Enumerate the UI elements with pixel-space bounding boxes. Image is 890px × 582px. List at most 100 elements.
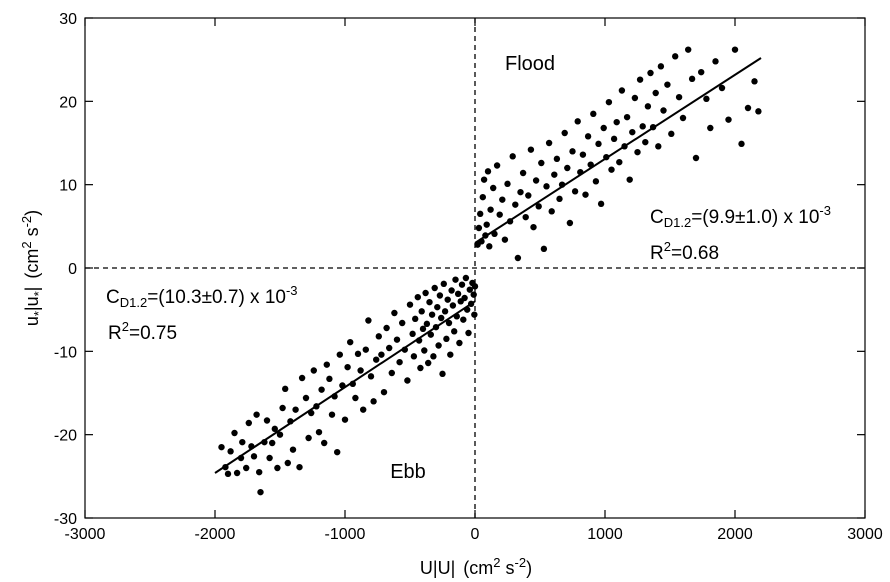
data-point — [423, 320, 431, 328]
data-point — [334, 448, 341, 456]
tick-labels: -3000 -2000 -1000 0 1000 2000 3000 -30 -20 -10 0 10… — [54, 11, 883, 543]
x-tick-label: -1000 — [325, 526, 366, 543]
data-point — [436, 292, 444, 299]
data-point — [477, 210, 484, 218]
data-point — [514, 254, 522, 262]
data-point — [362, 346, 369, 353]
data-point — [425, 359, 432, 367]
data-point — [271, 425, 278, 433]
data-point — [292, 406, 299, 413]
flood-fit-line — [474, 57, 762, 244]
data-point — [647, 69, 654, 77]
data-point — [451, 328, 458, 335]
data-point — [227, 448, 234, 455]
data-point — [618, 87, 626, 94]
data-point — [454, 290, 462, 298]
data-point — [642, 138, 649, 146]
data-point — [571, 188, 579, 195]
data-point — [738, 140, 745, 148]
data-point — [610, 135, 618, 143]
data-point — [250, 453, 258, 460]
data-point — [532, 177, 540, 184]
data-point — [465, 329, 472, 337]
data-point — [396, 358, 403, 366]
data-point — [431, 284, 438, 292]
x-tick-label: -2000 — [195, 526, 236, 543]
data-point — [470, 291, 477, 298]
data-point — [257, 488, 264, 496]
data-point — [692, 154, 700, 162]
data-point — [296, 463, 303, 471]
data-point — [486, 243, 493, 250]
data-point — [512, 201, 519, 208]
data-point — [483, 221, 490, 228]
data-point — [243, 464, 250, 472]
data-point — [564, 164, 571, 172]
data-point — [629, 128, 636, 136]
data-point — [447, 351, 454, 358]
data-point — [509, 153, 516, 160]
data-marks — [85, 18, 865, 518]
data-point — [616, 158, 623, 166]
data-point — [592, 178, 600, 185]
data-point — [608, 166, 615, 173]
data-point — [718, 84, 726, 92]
data-point — [731, 46, 739, 53]
data-point — [354, 350, 362, 358]
data-point — [685, 46, 692, 53]
data-point — [657, 63, 665, 70]
data-point — [239, 438, 246, 446]
data-point — [253, 411, 260, 418]
data-point — [383, 324, 390, 332]
data-point — [636, 76, 644, 83]
data-point — [668, 130, 675, 138]
data-point — [475, 224, 483, 232]
data-point — [530, 223, 537, 231]
data-point — [461, 294, 468, 302]
data-point — [344, 363, 351, 371]
data-point — [466, 286, 473, 293]
data-point — [412, 315, 419, 323]
flood-fit-coefficient: CD1.2=(9.9±1.0) x 10-3 — [650, 203, 831, 230]
data-point — [652, 89, 659, 97]
data-point — [347, 338, 354, 346]
data-point — [404, 377, 411, 384]
data-point — [660, 107, 667, 114]
data-point — [441, 308, 449, 315]
data-point — [490, 184, 497, 192]
data-point — [590, 110, 597, 118]
data-point — [365, 317, 372, 324]
data-point — [245, 419, 252, 427]
data-point — [276, 431, 284, 438]
data-point — [595, 140, 602, 148]
x-tick-label: -3000 — [65, 526, 106, 543]
data-point — [755, 108, 762, 115]
data-point — [566, 219, 574, 227]
y-tick-label: -10 — [54, 344, 77, 361]
data-point — [417, 364, 424, 372]
data-point — [448, 287, 455, 294]
y-axis-title: u*|u*|(cm2 s-2) — [19, 210, 46, 326]
data-point — [445, 319, 453, 327]
data-point — [471, 283, 479, 290]
data-point — [440, 280, 447, 288]
x-tick-label: 2000 — [717, 526, 753, 543]
data-point — [499, 196, 506, 203]
data-point — [357, 367, 364, 374]
data-point — [318, 386, 325, 393]
data-point — [452, 276, 459, 283]
data-point — [380, 388, 388, 396]
data-point — [479, 193, 486, 201]
data-point — [613, 118, 620, 126]
data-point — [410, 353, 418, 360]
data-point — [266, 454, 273, 462]
data-point — [422, 289, 429, 297]
region-label-ebb: Ebb — [390, 461, 426, 483]
data-point — [484, 168, 492, 175]
data-point — [336, 351, 343, 358]
data-point — [540, 245, 548, 253]
data-point — [428, 311, 436, 318]
ebb-fit-line — [214, 300, 476, 474]
data-point — [367, 373, 375, 380]
